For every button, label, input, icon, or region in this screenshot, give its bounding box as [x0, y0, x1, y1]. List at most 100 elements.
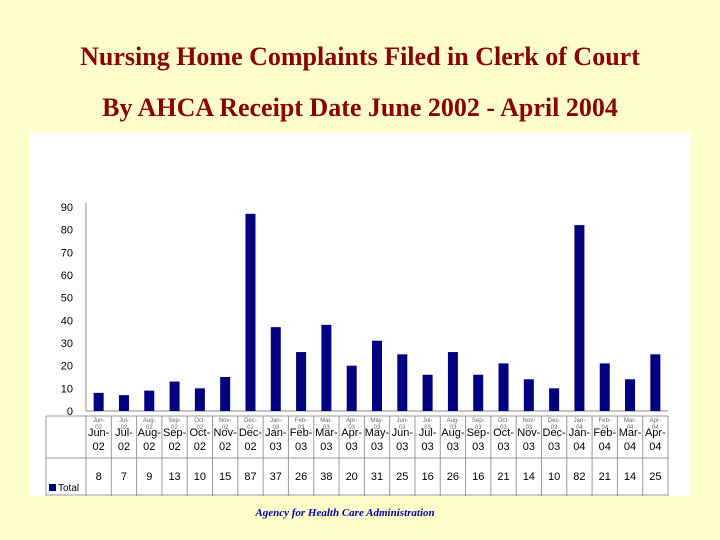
x-tick-label: Feb-	[295, 418, 307, 424]
bar	[625, 379, 636, 411]
x-tick-label: Oct-	[498, 418, 509, 424]
bar	[220, 377, 231, 411]
bar	[447, 352, 458, 411]
x-tick-label: 03	[399, 425, 406, 431]
x-tick-label: Feb-	[599, 418, 611, 424]
table-category-label: May-	[365, 427, 390, 439]
table-value: 20	[346, 471, 358, 483]
x-tick-label: 02	[222, 425, 229, 431]
table-category-label: 03	[295, 441, 307, 453]
bar	[118, 395, 129, 411]
table-value: 8	[96, 471, 102, 483]
table-value: 21	[599, 471, 611, 483]
x-tick-label: 02	[121, 425, 128, 431]
y-tick-label: 20	[61, 361, 73, 373]
y-tick-label: 90	[61, 202, 73, 214]
table-category-label: 03	[320, 441, 332, 453]
table-value: 25	[396, 471, 408, 483]
bar	[144, 390, 155, 411]
x-tick-label: Nov-	[219, 418, 232, 424]
table-category-label: 03	[371, 441, 383, 453]
table-category-label: 04	[573, 441, 585, 453]
bar	[169, 381, 180, 411]
table-category-label: Jan-	[569, 427, 591, 439]
y-tick-label: 40	[61, 315, 73, 327]
table-category-label: Oct-	[189, 427, 210, 439]
x-tick-label: 02	[146, 425, 153, 431]
chart-title-line-2: By AHCA Receipt Date June 2002 - April 2…	[102, 93, 618, 122]
x-tick-label: 03	[272, 425, 279, 431]
table-category-label: 02	[244, 441, 256, 453]
x-tick-label: 03	[298, 425, 305, 431]
y-tick-label: 60	[61, 270, 73, 282]
table-value: 82	[573, 471, 585, 483]
table-category-label: Jul-	[115, 427, 133, 439]
table-value: 21	[497, 471, 509, 483]
x-tick-label: Jan-	[270, 418, 282, 424]
x-tick-label: Jun-	[396, 418, 408, 424]
table-category-label: Feb-	[593, 427, 616, 439]
x-tick-label: Apr-	[650, 418, 661, 424]
x-tick-label: Oct-	[194, 418, 205, 424]
table-value: 13	[168, 471, 180, 483]
y-tick-label: 80	[61, 225, 73, 237]
x-tick-label: 03	[323, 425, 330, 431]
y-tick-label: 50	[61, 293, 73, 305]
x-tick-label: Jul-	[119, 418, 129, 424]
x-tick-label: 03	[348, 425, 355, 431]
table-value: 16	[472, 471, 484, 483]
table-value: 38	[320, 471, 332, 483]
table-value: 31	[371, 471, 383, 483]
x-tick-label: Nov-	[522, 418, 535, 424]
bar	[574, 225, 585, 411]
x-tick-label: Sep-	[168, 418, 181, 424]
table-category-label: 03	[497, 441, 509, 453]
x-tick-label: Sep-	[472, 418, 485, 424]
bar	[599, 363, 610, 411]
x-tick-label: Apr-	[346, 418, 357, 424]
table-category-label: Jan-	[265, 427, 287, 439]
x-tick-label: Dec-	[244, 418, 257, 424]
table-value: 25	[649, 471, 661, 483]
x-tick-label: 04	[652, 425, 659, 431]
bar	[523, 379, 534, 411]
x-tick-label: 03	[424, 425, 431, 431]
table-category-label: Oct-	[493, 427, 514, 439]
table-category-label: Dec-	[239, 427, 263, 439]
x-tick-label: Aug-	[447, 418, 460, 424]
x-tick-label: May-	[370, 418, 383, 424]
x-tick-label: 04	[576, 425, 583, 431]
x-tick-label: Jun-	[93, 418, 105, 424]
table-category-label: 04	[599, 441, 611, 453]
bar	[270, 327, 281, 411]
bar	[549, 388, 560, 411]
table-value: 26	[295, 471, 307, 483]
table-value: 10	[548, 471, 560, 483]
y-tick-label: 0	[67, 406, 73, 418]
x-tick-label: 03	[475, 425, 482, 431]
bar	[245, 213, 256, 411]
table-category-label: 03	[346, 441, 358, 453]
bar	[650, 354, 661, 411]
table-value: 14	[624, 471, 636, 483]
table-value: 87	[244, 471, 256, 483]
table-category-label: 02	[118, 441, 130, 453]
y-tick-label: 10	[61, 383, 73, 395]
x-tick-label: 03	[525, 425, 532, 431]
table-category-label: Nov-	[517, 427, 541, 439]
table-value: 16	[421, 471, 433, 483]
table-category-label: Aug-	[138, 427, 162, 439]
x-tick-label: Mar-	[320, 418, 332, 424]
table-category-label: 02	[194, 441, 206, 453]
y-tick-label: 70	[61, 247, 73, 259]
x-tick-label: 03	[374, 425, 381, 431]
bar	[346, 365, 357, 411]
table-category-label: Sep-	[163, 427, 187, 439]
table-value: 14	[523, 471, 535, 483]
x-tick-label: 02	[247, 425, 254, 431]
table-category-label: 03	[396, 441, 408, 453]
bar	[93, 392, 104, 411]
bar	[296, 352, 307, 411]
table-category-label: 04	[649, 441, 661, 453]
bar	[321, 324, 332, 411]
